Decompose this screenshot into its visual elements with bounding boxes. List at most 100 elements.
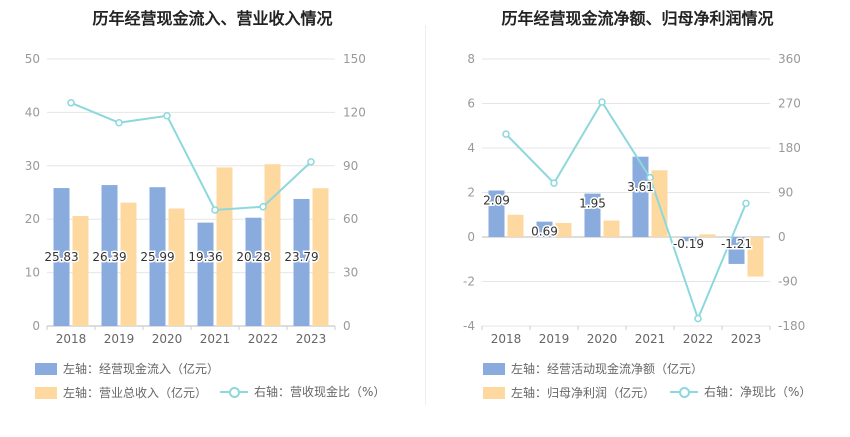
bar-series1: [293, 198, 310, 326]
data-label: 20.28: [236, 250, 270, 264]
y-tick-label-right: 360: [778, 52, 801, 66]
y-tick-label-right: 120: [343, 105, 366, 119]
x-tick-label: 2022: [683, 332, 714, 346]
y-tick-label-left: 10: [25, 266, 40, 280]
bar-series1: [149, 187, 166, 326]
line-point: [163, 112, 171, 120]
bar-series2: [747, 237, 764, 277]
legend-swatch: [35, 386, 57, 399]
legend-swatch: [483, 386, 505, 399]
line-point: [211, 206, 219, 214]
legend-item-net-operating-cashflow[interactable]: 左轴：经营活动现金流净额（亿元）: [483, 360, 703, 377]
x-tick-label: 2021: [635, 332, 666, 346]
chart-panel-cashflow-revenue: 历年经营现金流入、营业收入情况 0 0 10 30 20 60 30 90 40 120 50 150…: [25, 9, 386, 401]
legend-label: 左轴：经营活动现金流净额（亿元）: [511, 362, 704, 376]
legend-item-revenue-cash-ratio[interactable]: 右轴：营收现金比（%）: [220, 383, 385, 400]
line-point: [259, 202, 267, 211]
line-point: [67, 99, 75, 107]
x-tick-label: 2022: [248, 332, 279, 346]
chart-title: 历年经营现金流入、营业收入情况: [92, 9, 333, 28]
data-label: 0.69: [531, 225, 558, 239]
data-label: 2.09: [483, 193, 510, 207]
bar-series1: [728, 237, 745, 264]
line-series: [505, 100, 747, 322]
x-tick-label: 2020: [152, 332, 183, 346]
line-series: [70, 101, 312, 211]
x-tick-label: 2023: [731, 332, 762, 346]
legend-item-net-cash-ratio[interactable]: 右轴：净现比（%）: [670, 383, 811, 400]
bar-series1: [680, 237, 697, 242]
y-tick-label-right: 60: [343, 212, 358, 226]
bar-series1: [53, 188, 70, 326]
bar-series2: [507, 214, 524, 237]
legend-item-net-profit[interactable]: 左轴：归母净利润（亿元）: [483, 384, 655, 401]
data-label: 1.95: [579, 197, 606, 211]
legend-line-swatch: [220, 385, 248, 399]
bar-series2: [312, 188, 329, 326]
line-point: [646, 173, 654, 182]
bar-series2: [72, 215, 89, 326]
x-tick-label: 2023: [296, 332, 327, 346]
y-tick-label-left: 6: [467, 97, 475, 111]
legend-label: 左轴：经营现金流入（亿元）: [63, 362, 220, 376]
legend-label: 左轴：归母净利润（亿元）: [511, 386, 656, 400]
legend-swatch: [483, 362, 505, 375]
data-label: 19.36: [188, 250, 222, 264]
bar-series2: [168, 208, 185, 326]
x-tick-label: 2018: [491, 332, 522, 346]
x-tick-label: 2021: [200, 332, 231, 346]
bar-series1: [536, 221, 553, 237]
line-point: [550, 179, 558, 187]
bar-series2: [120, 202, 137, 326]
data-label: 3.61: [627, 180, 654, 194]
x-tick-label: 2019: [539, 332, 570, 346]
x-tick-label: 2018: [56, 332, 87, 346]
legend-item-cash-inflow[interactable]: 左轴：经营现金流入（亿元）: [35, 360, 219, 377]
y-tick-label-right: 150: [343, 52, 366, 66]
chart-panel-net-cashflow-profit: 历年经营现金流净额、归母净利润情况 -4 -180 -2 -90 0 0 2 90 4 180 6 2…: [425, 0, 850, 437]
y-tick-label-right: 270: [778, 97, 801, 111]
legend-swatch: [35, 362, 57, 375]
y-tick-label-left: 50: [25, 52, 40, 66]
data-label: -0.19: [673, 237, 704, 251]
y-tick-label-right: 180: [778, 141, 801, 155]
line-point: [742, 199, 750, 208]
line-point: [307, 158, 315, 166]
bar-series2: [555, 222, 572, 237]
y-tick-label-left: 30: [25, 159, 40, 173]
bar-series1: [245, 217, 262, 326]
bar-series1: [632, 156, 649, 237]
data-label: 23.79: [284, 250, 318, 264]
y-tick-label-left: 40: [25, 105, 40, 119]
bar-series2: [216, 167, 233, 326]
y-tick-label-left: -4: [463, 319, 475, 333]
y-tick-label-left: 0: [467, 230, 475, 244]
legend-label: 左轴：营业总收入（亿元）: [63, 386, 208, 400]
bar-series2: [603, 220, 620, 237]
data-label: 25.83: [44, 250, 78, 264]
chart-canvas: 0 0 10 30 20 60 30 90 40 120 50 150 2018 2019 2020 2021…: [25, 52, 366, 346]
legend-label: 右轴：净现比（%）: [704, 385, 812, 399]
data-label: 25.99: [140, 250, 174, 264]
bar-series1: [584, 193, 601, 237]
chart-title: 历年经营现金流净额、归母净利润情况: [501, 9, 774, 28]
bar-series2: [264, 164, 281, 326]
y-tick-label-right: 90: [778, 186, 793, 200]
y-tick-label-right: 0: [778, 230, 786, 244]
data-label: 26.39: [92, 250, 126, 264]
y-tick-label-left: 0: [32, 319, 40, 333]
legend-label: 右轴：营收现金比（%）: [254, 385, 386, 399]
panel-divider: [425, 25, 426, 405]
x-tick-label: 2019: [104, 332, 135, 346]
y-tick-label-left: 2: [467, 186, 475, 200]
chart-canvas: -4 -180 -2 -90 0 0 2 90 4 180 6 270 8 360 2018 2019 2020…: [463, 52, 805, 346]
line-point: [598, 98, 606, 106]
y-tick-label-left: 20: [25, 212, 40, 226]
legend-item-total-revenue[interactable]: 左轴：营业总收入（亿元）: [35, 384, 207, 401]
y-tick-label-left: 4: [467, 141, 475, 155]
y-tick-label-right: 30: [343, 266, 358, 280]
y-tick-label-right: 0: [343, 319, 351, 333]
y-tick-label-right: 90: [343, 159, 358, 173]
line-point: [115, 118, 123, 127]
y-tick-label-right: -180: [778, 319, 805, 333]
